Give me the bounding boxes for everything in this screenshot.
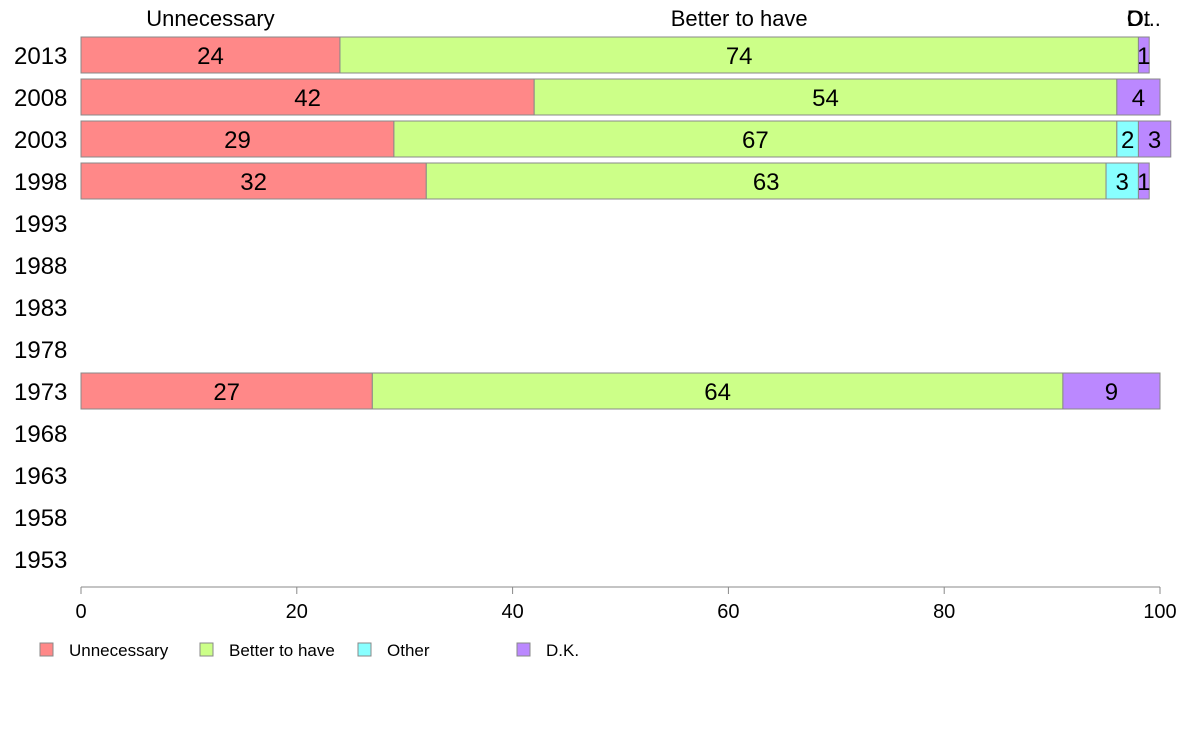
x-axis: 0 20 40 60 80 100 (75, 586, 1177, 623)
year-label: 2008 (14, 85, 67, 112)
bar-segment (533, 78, 1118, 116)
legend-swatch (516, 642, 531, 657)
legend: Unnecessary Better to have Other D.K. (39, 641, 579, 660)
bar-value-label: 27 (213, 379, 240, 406)
bar-value-label: 4 (1132, 85, 1145, 112)
legend-label: Unnecessary (69, 641, 169, 660)
bar-segment (371, 372, 1064, 410)
legend-swatch (199, 642, 214, 657)
bar-value-label: 1 (1137, 43, 1150, 70)
bar-value-label: 3 (1116, 169, 1129, 196)
year-labels: 2013 2008 2003 1998 1993 1988 1983 1978 1973 1968… (14, 43, 67, 574)
bar-segment (339, 36, 1139, 74)
x-tick-label: 40 (501, 601, 523, 623)
year-label: 1963 (14, 463, 67, 490)
bar-segment (425, 162, 1107, 200)
bar-segment (1062, 372, 1161, 410)
top-category-label: Better to have (671, 6, 808, 31)
x-tick-label: 60 (717, 601, 739, 623)
year-label: 1953 (14, 547, 67, 574)
bar-value-label: 32 (240, 169, 267, 196)
bar-segment (80, 120, 395, 158)
bar-segment (1137, 162, 1150, 200)
bar-segment (80, 372, 373, 410)
x-tick-label: 100 (1143, 601, 1176, 623)
bar-segment (393, 120, 1118, 158)
year-label: 1993 (14, 211, 67, 238)
year-label: 1968 (14, 421, 67, 448)
bars: 24 74 142 54 429 67 2 332 63 3 127 64 9 (80, 36, 1172, 410)
bar-segment (80, 162, 427, 200)
legend-label: D.K. (546, 641, 579, 660)
bar-value-label: 3 (1148, 127, 1161, 154)
bar-value-label: 24 (197, 43, 224, 70)
legend-swatch (39, 642, 54, 657)
x-tick-label: 80 (933, 601, 955, 623)
top-labels: Unnecessary Better to have OtD... (146, 6, 1161, 31)
bar-value-label: 54 (812, 85, 839, 112)
year-label: 1998 (14, 169, 67, 196)
bar-value-label: 1 (1137, 169, 1150, 196)
x-tick-label: 20 (286, 601, 308, 623)
bar-value-label: 42 (294, 85, 321, 112)
bar-segment (1137, 120, 1172, 158)
x-tick-label: 0 (75, 601, 86, 623)
legend-label: Better to have (229, 641, 335, 660)
bar-value-label: 74 (726, 43, 753, 70)
legend-label: Other (387, 641, 430, 660)
bar-value-label: 67 (742, 127, 769, 154)
bar-segment (1116, 78, 1161, 116)
bar-value-label: 9 (1105, 379, 1118, 406)
bar-value-label: 63 (753, 169, 780, 196)
year-label: 2013 (14, 43, 67, 70)
bar-segment (1105, 162, 1139, 200)
year-label: 1958 (14, 505, 67, 532)
bar-value-label: 2 (1121, 127, 1134, 154)
bar-segment (80, 78, 535, 116)
bar-segment (1137, 36, 1150, 74)
year-label: 1983 (14, 295, 67, 322)
top-category-label: Unnecessary (146, 6, 274, 31)
year-label: 1978 (14, 337, 67, 364)
bar-value-label: 29 (224, 127, 251, 154)
top-category-label: D... (1127, 6, 1161, 31)
bar-value-label: 64 (704, 379, 731, 406)
legend-swatch (357, 642, 372, 657)
top-category-label: Ot (1127, 6, 1150, 31)
year-label: 2003 (14, 127, 67, 154)
year-label: 1988 (14, 253, 67, 280)
year-label: 1973 (14, 379, 67, 406)
